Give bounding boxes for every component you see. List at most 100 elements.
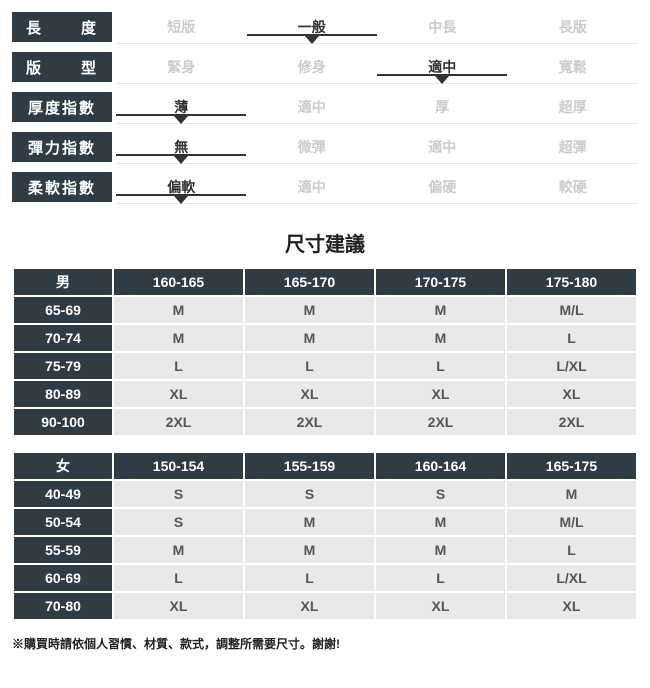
attribute-option: 寬鬆 <box>508 57 639 77</box>
table-cell: M <box>375 508 506 536</box>
table-row: 60-69LLLL/XL <box>13 564 637 592</box>
table-cell: M/L <box>506 296 637 324</box>
attribute-track: 薄適中厚超厚 <box>116 92 638 122</box>
table-cell: M <box>244 508 375 536</box>
table-cell: XL <box>113 380 244 408</box>
size-table: 女150-154155-159160-164165-17540-49SSSM50… <box>12 451 638 621</box>
table-cell: XL <box>506 592 637 620</box>
attribute-label: 長度 <box>12 12 112 42</box>
table-row: 75-79LLLL/XL <box>13 352 637 380</box>
table-corner: 女 <box>13 452 113 480</box>
table-row: 90-1002XL2XL2XL2XL <box>13 408 637 436</box>
footnote: ※購買時請依個人習慣、材質、款式，調整所需要尺寸。謝謝! <box>12 635 638 652</box>
table-row-header: 80-89 <box>13 380 113 408</box>
table-corner: 男 <box>13 268 113 296</box>
table-column-header: 165-170 <box>244 268 375 296</box>
table-cell: XL <box>506 380 637 408</box>
table-row-header: 65-69 <box>13 296 113 324</box>
table-cell: 2XL <box>375 408 506 436</box>
table-cell: L/XL <box>506 352 637 380</box>
table-row-header: 75-79 <box>13 352 113 380</box>
table-cell: XL <box>375 592 506 620</box>
table-cell: XL <box>375 380 506 408</box>
table-cell: M <box>244 324 375 352</box>
selection-marker <box>116 194 246 204</box>
attribute-option: 厚 <box>377 97 508 117</box>
table-column-header: 150-154 <box>113 452 244 480</box>
table-cell: M <box>244 536 375 564</box>
attribute-row: 厚度指數薄適中厚超厚 <box>12 90 638 124</box>
attribute-option: 較硬 <box>508 177 639 197</box>
attribute-option: 適中 <box>377 137 508 157</box>
table-cell: M <box>244 296 375 324</box>
attribute-option: 緊身 <box>116 57 247 77</box>
table-row: 55-59MMML <box>13 536 637 564</box>
table-row-header: 55-59 <box>13 536 113 564</box>
table-cell: L <box>244 564 375 592</box>
table-cell: 2XL <box>244 408 375 436</box>
table-cell: S <box>113 480 244 508</box>
attribute-option: 超彈 <box>508 137 639 157</box>
table-cell: 2XL <box>113 408 244 436</box>
table-row-header: 70-74 <box>13 324 113 352</box>
table-cell: S <box>113 508 244 536</box>
table-cell: L <box>375 352 506 380</box>
table-row-header: 60-69 <box>13 564 113 592</box>
table-row: 40-49SSSM <box>13 480 637 508</box>
attribute-option: 長版 <box>508 17 639 37</box>
attribute-option: 偏硬 <box>377 177 508 197</box>
attribute-option: 適中 <box>247 97 378 117</box>
attribute-track: 無微彈適中超彈 <box>116 132 638 162</box>
table-column-header: 165-175 <box>506 452 637 480</box>
attribute-option: 短版 <box>116 17 247 37</box>
table-cell: S <box>244 480 375 508</box>
table-cell: L <box>244 352 375 380</box>
table-cell: 2XL <box>506 408 637 436</box>
table-cell: M <box>113 324 244 352</box>
table-cell: M/L <box>506 508 637 536</box>
attribute-option: 修身 <box>247 57 378 77</box>
table-cell: L <box>506 536 637 564</box>
attribute-option: 超厚 <box>508 97 639 117</box>
table-row-header: 70-80 <box>13 592 113 620</box>
table-cell: M <box>113 296 244 324</box>
table-column-header: 160-165 <box>113 268 244 296</box>
table-cell: L <box>113 564 244 592</box>
table-row-header: 40-49 <box>13 480 113 508</box>
attribute-label: 厚度指數 <box>12 92 112 122</box>
table-row: 70-80XLXLXLXL <box>13 592 637 620</box>
table-column-header: 160-164 <box>375 452 506 480</box>
table-cell: S <box>375 480 506 508</box>
attribute-option: 適中 <box>247 177 378 197</box>
table-cell: XL <box>244 380 375 408</box>
attribute-label: 彈力指數 <box>12 132 112 162</box>
attribute-row: 柔軟指數偏軟適中偏硬較硬 <box>12 170 638 204</box>
attribute-row: 版型緊身修身適中寬鬆 <box>12 50 638 84</box>
attribute-track: 短版一般中長長版 <box>116 12 638 42</box>
table-cell: L <box>375 564 506 592</box>
attribute-track: 偏軟適中偏硬較硬 <box>116 172 638 202</box>
attribute-option: 微彈 <box>247 137 378 157</box>
table-row: 70-74MMML <box>13 324 637 352</box>
attribute-row: 彈力指數無微彈適中超彈 <box>12 130 638 164</box>
table-row: 80-89XLXLXLXL <box>13 380 637 408</box>
table-column-header: 175-180 <box>506 268 637 296</box>
table-cell: L <box>506 324 637 352</box>
selection-marker <box>377 74 507 84</box>
table-cell: XL <box>244 592 375 620</box>
attribute-option: 中長 <box>377 17 508 37</box>
table-row-header: 90-100 <box>13 408 113 436</box>
table-cell: M <box>375 296 506 324</box>
table-cell: M <box>375 536 506 564</box>
section-title: 尺寸建議 <box>12 228 638 257</box>
table-column-header: 170-175 <box>375 268 506 296</box>
table-cell: XL <box>113 592 244 620</box>
table-cell: M <box>113 536 244 564</box>
attribute-label: 柔軟指數 <box>12 172 112 202</box>
attribute-row: 長度短版一般中長長版 <box>12 10 638 44</box>
attribute-label: 版型 <box>12 52 112 82</box>
table-cell: M <box>506 480 637 508</box>
table-cell: L <box>113 352 244 380</box>
table-row: 50-54SMMM/L <box>13 508 637 536</box>
attribute-track: 緊身修身適中寬鬆 <box>116 52 638 82</box>
